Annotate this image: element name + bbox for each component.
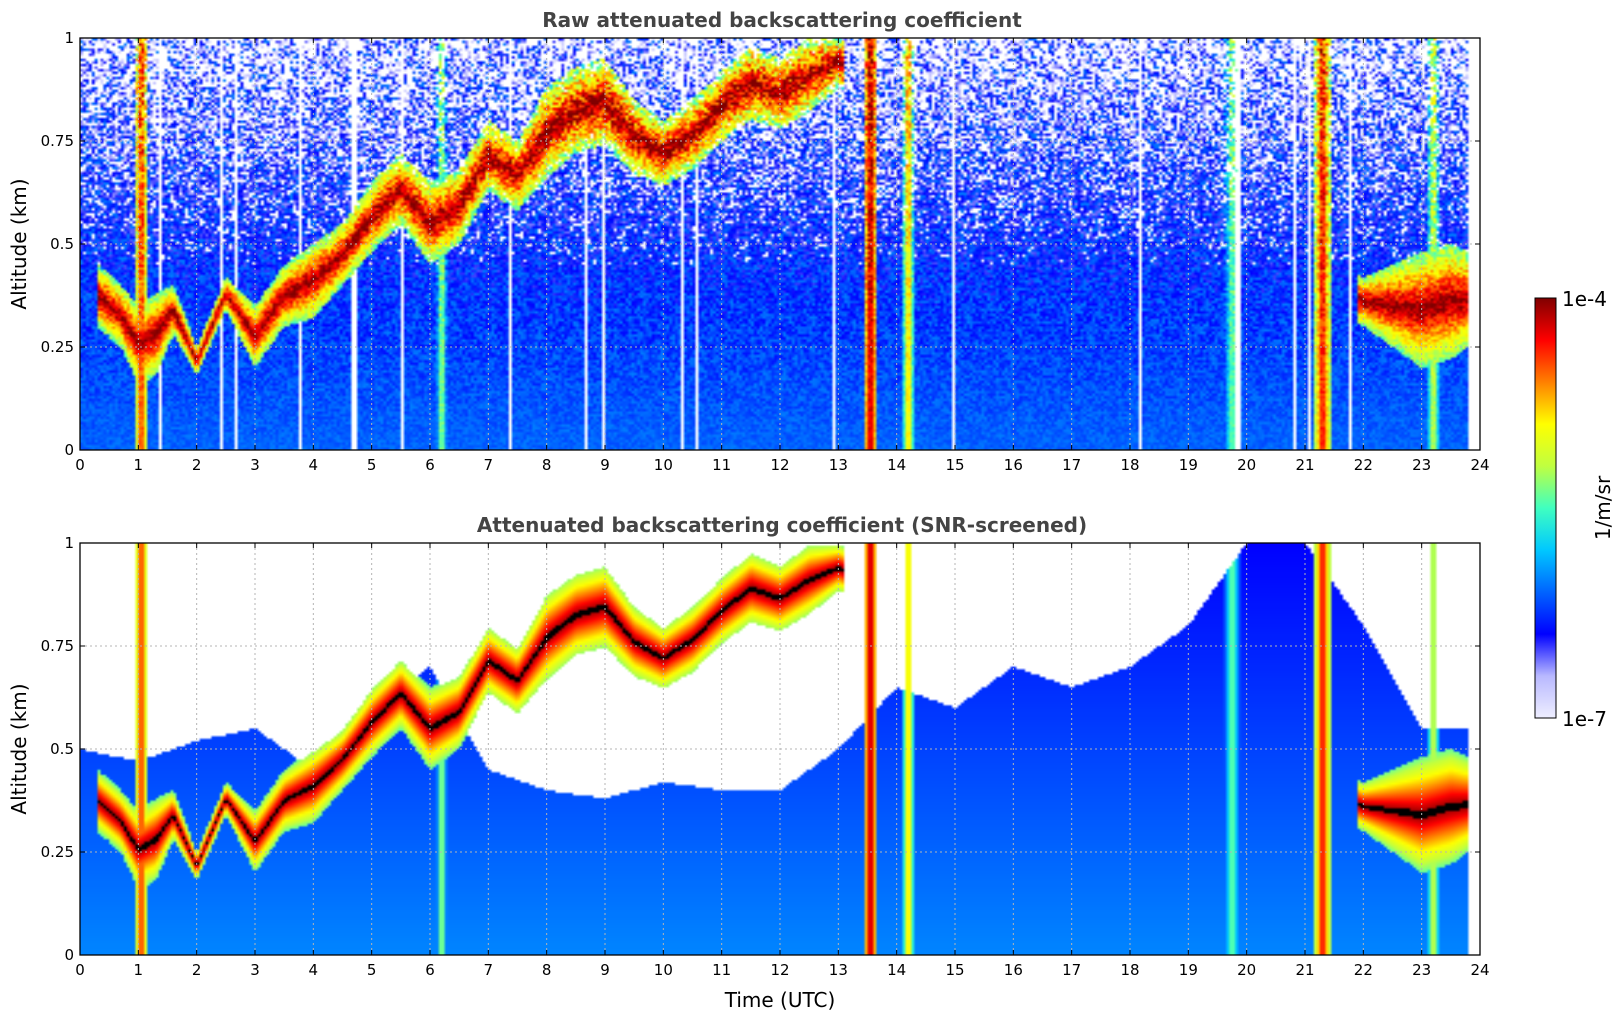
y-tick-label: 0.5 — [50, 235, 74, 253]
colorbar-frame — [1534, 297, 1557, 719]
x-tick-label: 21 — [1295, 456, 1314, 474]
y-tick-label: 0.25 — [41, 843, 74, 861]
x-tick-label: 5 — [367, 456, 377, 474]
raw-grid — [80, 38, 1480, 450]
x-tick-label: 10 — [654, 961, 673, 979]
x-tick-label: 19 — [1179, 456, 1198, 474]
colorbar-top-label: 1e-4 — [1562, 287, 1607, 311]
x-tick-label: 24 — [1470, 456, 1489, 474]
colorbar: 1e-4 1e-7 1/m/sr — [1534, 287, 1615, 731]
x-tick-label: 8 — [542, 961, 552, 979]
x-tick-label: 4 — [309, 456, 319, 474]
x-tick-label: 5 — [367, 961, 377, 979]
x-axis-label: Time (UTC) — [724, 988, 836, 1012]
x-tick-label: 0 — [75, 456, 85, 474]
colorbar-gradient — [1535, 298, 1556, 718]
y-tick-label: 0.75 — [41, 637, 74, 655]
raw-backscatter-panel: Raw attenuated backscattering coefficien… — [7, 8, 1490, 474]
screened-x-axis: 0 1 2 3 4 5 6 7 8 9 10 11 12 13 14 15 16 17 18 19 20 21 22 23 24 — [75, 543, 1490, 979]
x-tick-label: 21 — [1295, 961, 1314, 979]
x-tick-label: 20 — [1237, 961, 1256, 979]
x-tick-label: 14 — [887, 456, 906, 474]
screened-y-axis-label: Altitude (km) — [7, 683, 31, 814]
x-tick-label: 8 — [542, 456, 552, 474]
y-tick-label: 0 — [64, 946, 74, 964]
x-tick-label: 19 — [1179, 961, 1198, 979]
colorbar-unit-label: 1/m/sr — [1591, 475, 1615, 540]
x-tick-label: 7 — [484, 456, 494, 474]
x-tick-label: 3 — [250, 456, 260, 474]
screened-panel-title: Attenuated backscattering coefficient (S… — [477, 513, 1087, 537]
y-tick-label: 1 — [64, 534, 74, 552]
x-tick-label: 9 — [600, 961, 610, 979]
y-tick-label: 0.75 — [41, 132, 74, 150]
x-tick-label: 23 — [1412, 456, 1431, 474]
x-tick-label: 14 — [887, 961, 906, 979]
x-tick-label: 9 — [600, 456, 610, 474]
x-tick-label: 16 — [1004, 961, 1023, 979]
x-tick-label: 22 — [1354, 456, 1373, 474]
x-tick-label: 18 — [1120, 456, 1139, 474]
x-tick-label: 15 — [945, 961, 964, 979]
x-tick-label: 16 — [1004, 456, 1023, 474]
colorbar-bottom-label: 1e-7 — [1562, 707, 1607, 731]
x-tick-label: 11 — [712, 961, 731, 979]
x-tick-label: 4 — [309, 961, 319, 979]
raw-y-axis: 0 0.25 0.5 0.75 1 — [41, 29, 1480, 459]
x-tick-label: 2 — [192, 456, 202, 474]
x-tick-label: 18 — [1120, 961, 1139, 979]
screened-backscatter-panel: Attenuated backscattering coefficient (S… — [7, 513, 1490, 1012]
raw-x-axis: 0 1 2 3 4 5 6 7 8 9 10 11 12 13 14 15 16 17 18 19 20 21 22 23 24 — [75, 38, 1490, 474]
x-tick-label: 3 — [250, 961, 260, 979]
x-tick-label: 20 — [1237, 456, 1256, 474]
y-tick-label: 0 — [64, 441, 74, 459]
x-tick-label: 11 — [712, 456, 731, 474]
x-tick-label: 6 — [425, 456, 435, 474]
x-tick-label: 17 — [1062, 456, 1081, 474]
y-tick-label: 0.25 — [41, 338, 74, 356]
x-tick-label: 2 — [192, 961, 202, 979]
y-tick-label: 0.5 — [50, 740, 74, 758]
raw-y-axis-label: Altitude (km) — [7, 178, 31, 309]
x-tick-label: 7 — [484, 961, 494, 979]
x-tick-label: 13 — [829, 456, 848, 474]
screened-y-axis: 0 0.25 0.5 0.75 1 — [41, 534, 1480, 964]
x-tick-label: 24 — [1470, 961, 1489, 979]
x-tick-label: 13 — [829, 961, 848, 979]
x-tick-label: 12 — [770, 961, 789, 979]
x-tick-label: 1 — [134, 456, 144, 474]
x-tick-label: 6 — [425, 961, 435, 979]
x-tick-label: 17 — [1062, 961, 1081, 979]
raw-panel-title: Raw attenuated backscattering coefficien… — [542, 8, 1022, 32]
x-tick-label: 10 — [654, 456, 673, 474]
x-tick-label: 15 — [945, 456, 964, 474]
x-tick-label: 1 — [134, 961, 144, 979]
x-tick-label: 0 — [75, 961, 85, 979]
x-tick-label: 22 — [1354, 961, 1373, 979]
y-tick-label: 1 — [64, 29, 74, 47]
x-tick-label: 12 — [770, 456, 789, 474]
screened-grid — [80, 543, 1480, 955]
x-tick-label: 23 — [1412, 961, 1431, 979]
